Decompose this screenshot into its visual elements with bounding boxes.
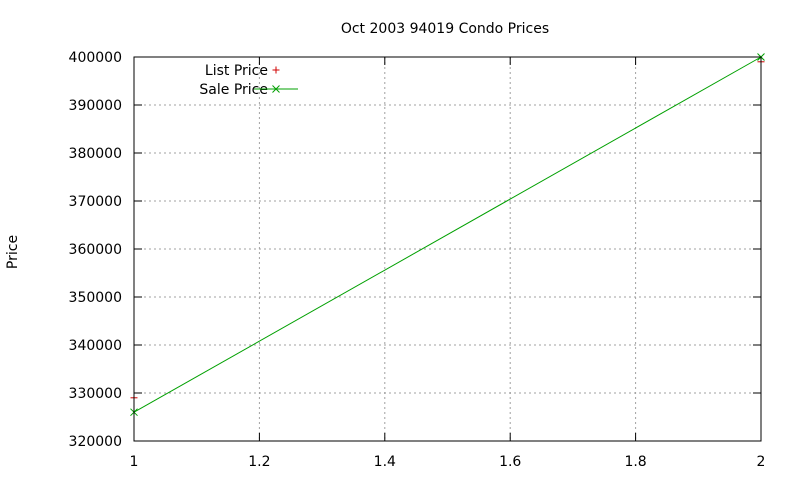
y-tick-label: 350000 <box>69 290 122 306</box>
plot-border <box>133 56 762 442</box>
grid <box>134 57 761 441</box>
cross-marker-b <box>272 85 280 93</box>
series-list-price <box>130 58 765 402</box>
y-tick-label: 400000 <box>69 50 122 66</box>
legend-label-list-price: List Price <box>205 63 268 79</box>
x-tick-label: 1 <box>130 454 139 470</box>
axis-ticks: 320000 330000 340000 350000 360000 370000 3800… <box>69 50 766 470</box>
y-axis-label: Price <box>5 235 21 269</box>
y-tick-label: 330000 <box>69 386 122 402</box>
legend-marker-sale-price <box>272 85 280 93</box>
legend-marker-list-price <box>272 66 280 74</box>
y-tick-label: 390000 <box>69 98 122 114</box>
y-tick-label: 380000 <box>69 146 122 162</box>
series-sale-price <box>130 53 765 417</box>
plot-series <box>130 53 765 417</box>
sale-price-line <box>133 56 762 413</box>
y-tick-label: 320000 <box>69 434 122 450</box>
legend-label-sale-price: Sale Price <box>199 82 268 98</box>
x-tick-label: 1.4 <box>374 454 396 470</box>
x-tick-label: 2 <box>757 454 766 470</box>
x-tick-label: 1.6 <box>499 454 521 470</box>
chart-title: Oct 2003 94019 Condo Prices <box>341 21 549 37</box>
x-tick-label: 1.2 <box>248 454 270 470</box>
x-tick-label: 1.8 <box>624 454 646 470</box>
y-tick-label: 360000 <box>69 242 122 258</box>
legend: List Price Sale Price <box>199 63 298 98</box>
y-tick-label: 340000 <box>69 338 122 354</box>
y-tick-label: 370000 <box>69 194 122 210</box>
